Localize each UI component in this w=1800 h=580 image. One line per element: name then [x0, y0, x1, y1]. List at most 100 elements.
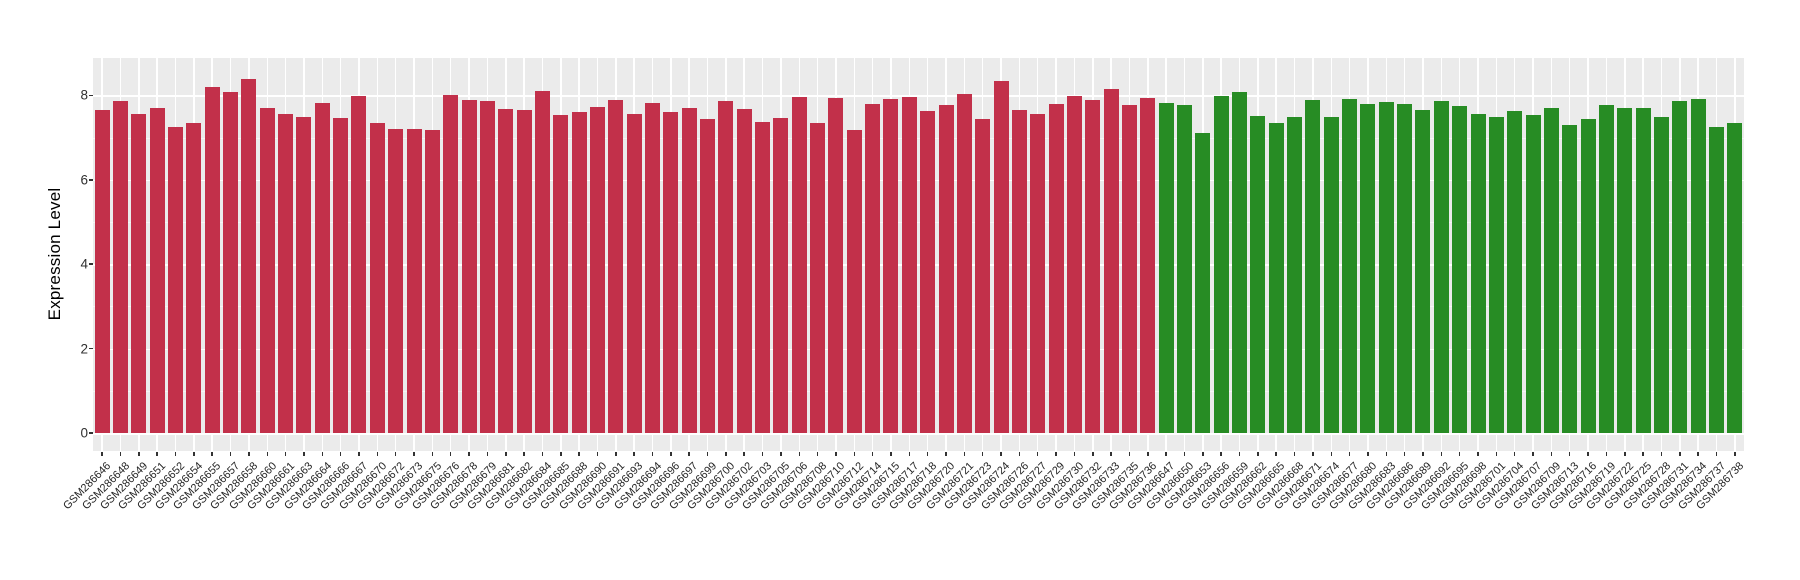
x-tick-mark [1348, 452, 1351, 456]
bar-GSM286657 [223, 91, 239, 433]
x-tick-mark [541, 452, 544, 456]
bar-GSM286654 [186, 122, 202, 433]
bar-GSM286726 [1011, 110, 1027, 433]
gridline-minor-y-3 [93, 306, 1744, 308]
bar-GSM286693 [626, 113, 642, 433]
x-tick-mark [615, 452, 617, 456]
y-tick-mark [89, 263, 93, 265]
bar-GSM286673 [406, 128, 422, 433]
bar-GSM286696 [663, 111, 679, 433]
x-tick-mark [761, 452, 764, 456]
bar-GSM286659 [1232, 92, 1248, 433]
bar-GSM286731 [1672, 101, 1688, 433]
gridline-y-4 [93, 264, 1744, 266]
bar-GSM286658 [241, 78, 257, 433]
x-tick-mark [138, 452, 140, 456]
gridline-y-8 [93, 95, 1744, 97]
y-tick-label-6: 6 [80, 172, 88, 188]
bar-GSM286665 [1268, 122, 1284, 433]
gridline-y-2 [93, 348, 1744, 351]
bar-GSM286698 [1470, 114, 1486, 433]
x-tick-mark [1697, 452, 1699, 456]
y-tick-mark [89, 432, 93, 434]
bar-GSM286649 [131, 113, 147, 433]
x-tick-mark [1550, 452, 1553, 456]
gridline-y-6 [93, 179, 1744, 182]
x-tick-mark [1624, 452, 1626, 456]
y-axis-title: Expression Level [45, 187, 64, 321]
bar-GSM286703 [755, 121, 771, 433]
y-tick-label-8: 8 [80, 87, 88, 103]
x-tick-mark [963, 452, 966, 456]
x-tick-mark [523, 452, 525, 456]
bar-GSM286699 [700, 118, 716, 433]
x-tick-mark [1238, 452, 1241, 456]
bar-GSM286680 [1360, 103, 1376, 433]
x-tick-mark [1642, 452, 1644, 456]
bar-GSM286716 [1580, 119, 1596, 433]
bar-GSM286690 [589, 106, 605, 433]
bar-GSM286734 [1690, 98, 1706, 433]
x-tick-mark [1312, 452, 1314, 456]
bar-GSM286648 [113, 101, 129, 433]
bar-GSM286714 [865, 103, 881, 433]
bar-GSM286725 [1635, 107, 1651, 433]
bar-GSM286710 [828, 97, 844, 433]
x-tick-mark [1165, 452, 1167, 456]
x-tick-mark [1055, 452, 1057, 456]
bar-GSM286692 [1433, 100, 1449, 433]
y-tick-label-0: 0 [80, 425, 88, 441]
x-tick-mark [633, 452, 635, 456]
bar-GSM286708 [810, 123, 826, 433]
bar-GSM286738 [1727, 123, 1743, 433]
bar-GSM286730 [1066, 96, 1082, 433]
bar-GSM286732 [1085, 99, 1101, 433]
x-tick-mark [560, 452, 562, 456]
x-tick-mark [853, 452, 856, 456]
bar-GSM286688 [571, 112, 587, 433]
bar-GSM286653 [1195, 132, 1211, 433]
bar-GSM286678 [461, 100, 477, 433]
x-tick-mark [706, 452, 709, 456]
x-tick-mark [468, 452, 470, 456]
bar-GSM286704 [1507, 111, 1523, 433]
bar-GSM286715 [883, 98, 899, 433]
x-tick-mark [1293, 452, 1296, 456]
bar-GSM286721 [956, 94, 972, 433]
x-tick-mark [1110, 452, 1112, 456]
bar-GSM286707 [1525, 114, 1541, 433]
bar-GSM286735 [1121, 105, 1137, 433]
x-tick-mark [505, 452, 507, 456]
bar-GSM286679 [479, 100, 495, 433]
bar-GSM286727 [1030, 113, 1046, 433]
x-tick-mark [1605, 452, 1608, 456]
x-tick-mark [1018, 452, 1021, 456]
bar-GSM286650 [1176, 104, 1192, 433]
bar-GSM286694 [645, 102, 660, 433]
bar-GSM286655 [204, 86, 220, 433]
bar-GSM286736 [1140, 97, 1156, 433]
x-tick-mark [688, 452, 690, 456]
x-tick-mark [890, 452, 892, 456]
x-tick-mark [1679, 452, 1681, 456]
bar-GSM286670 [369, 123, 385, 433]
x-tick-mark [1403, 452, 1406, 456]
bar-GSM286705 [773, 118, 789, 433]
bar-GSM286720 [938, 104, 954, 433]
x-tick-mark [1275, 452, 1277, 456]
gridline-y-0 [93, 433, 1744, 435]
x-tick-mark [908, 452, 911, 456]
x-tick-mark [119, 452, 122, 456]
bar-GSM286675 [424, 129, 440, 433]
x-tick-mark [871, 452, 874, 456]
x-tick-mark [1568, 452, 1571, 456]
x-tick-mark [835, 452, 837, 456]
x-tick-mark [1220, 452, 1222, 456]
bar-GSM286667 [351, 95, 367, 433]
bar-GSM286676 [443, 94, 459, 433]
bar-GSM286660 [259, 108, 275, 433]
bar-GSM286664 [314, 103, 330, 433]
x-tick-mark [1715, 452, 1718, 456]
x-tick-mark [670, 452, 672, 456]
x-tick-mark [798, 452, 800, 456]
